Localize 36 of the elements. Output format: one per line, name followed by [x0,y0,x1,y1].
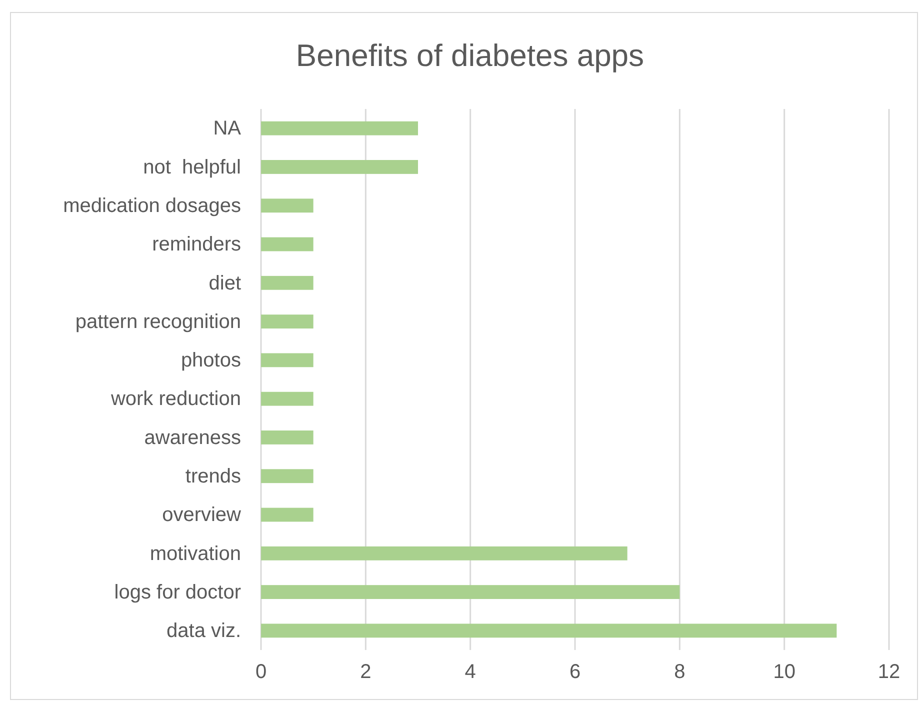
y-tick-label: diet [208,272,242,294]
y-tick-label: motivation [150,542,241,565]
x-tick-label: 8 [674,661,686,684]
y-tick-label: trends [185,466,241,488]
y-tick-label: data viz. [166,620,241,642]
bar [261,430,314,444]
bar [261,546,628,560]
bar [261,508,314,522]
y-tick-label: awareness [144,426,241,449]
bar [261,121,418,136]
bar [261,198,314,213]
y-tick-label: pattern recognition [75,310,241,333]
chart-title: Benefits of diabetes apps [296,38,644,73]
x-tick-label: 6 [569,661,581,684]
bar [261,585,680,599]
y-tick-label: NA [213,118,242,140]
y-tick-label: photos [180,350,241,372]
bar [261,353,314,368]
x-tick-label: 4 [464,661,476,684]
y-tick-label: logs for doctor [114,581,242,604]
y-tick-label: not helpful [143,156,241,178]
bar [261,392,314,406]
y-tick-label: overview [162,504,242,526]
bar [261,276,314,290]
x-tick-label: 0 [255,661,267,684]
y-tick-label: reminders [152,234,241,256]
x-tick-label: 12 [878,661,900,684]
bar [261,624,837,638]
x-tick-label: 10 [773,661,796,684]
bar [261,469,314,484]
y-tick-label: work reduction [110,388,241,410]
bar [261,237,314,252]
y-tick-label: medication dosages [63,195,241,218]
x-tick-label: 2 [360,661,372,684]
bar [261,160,418,174]
bar [261,314,314,328]
